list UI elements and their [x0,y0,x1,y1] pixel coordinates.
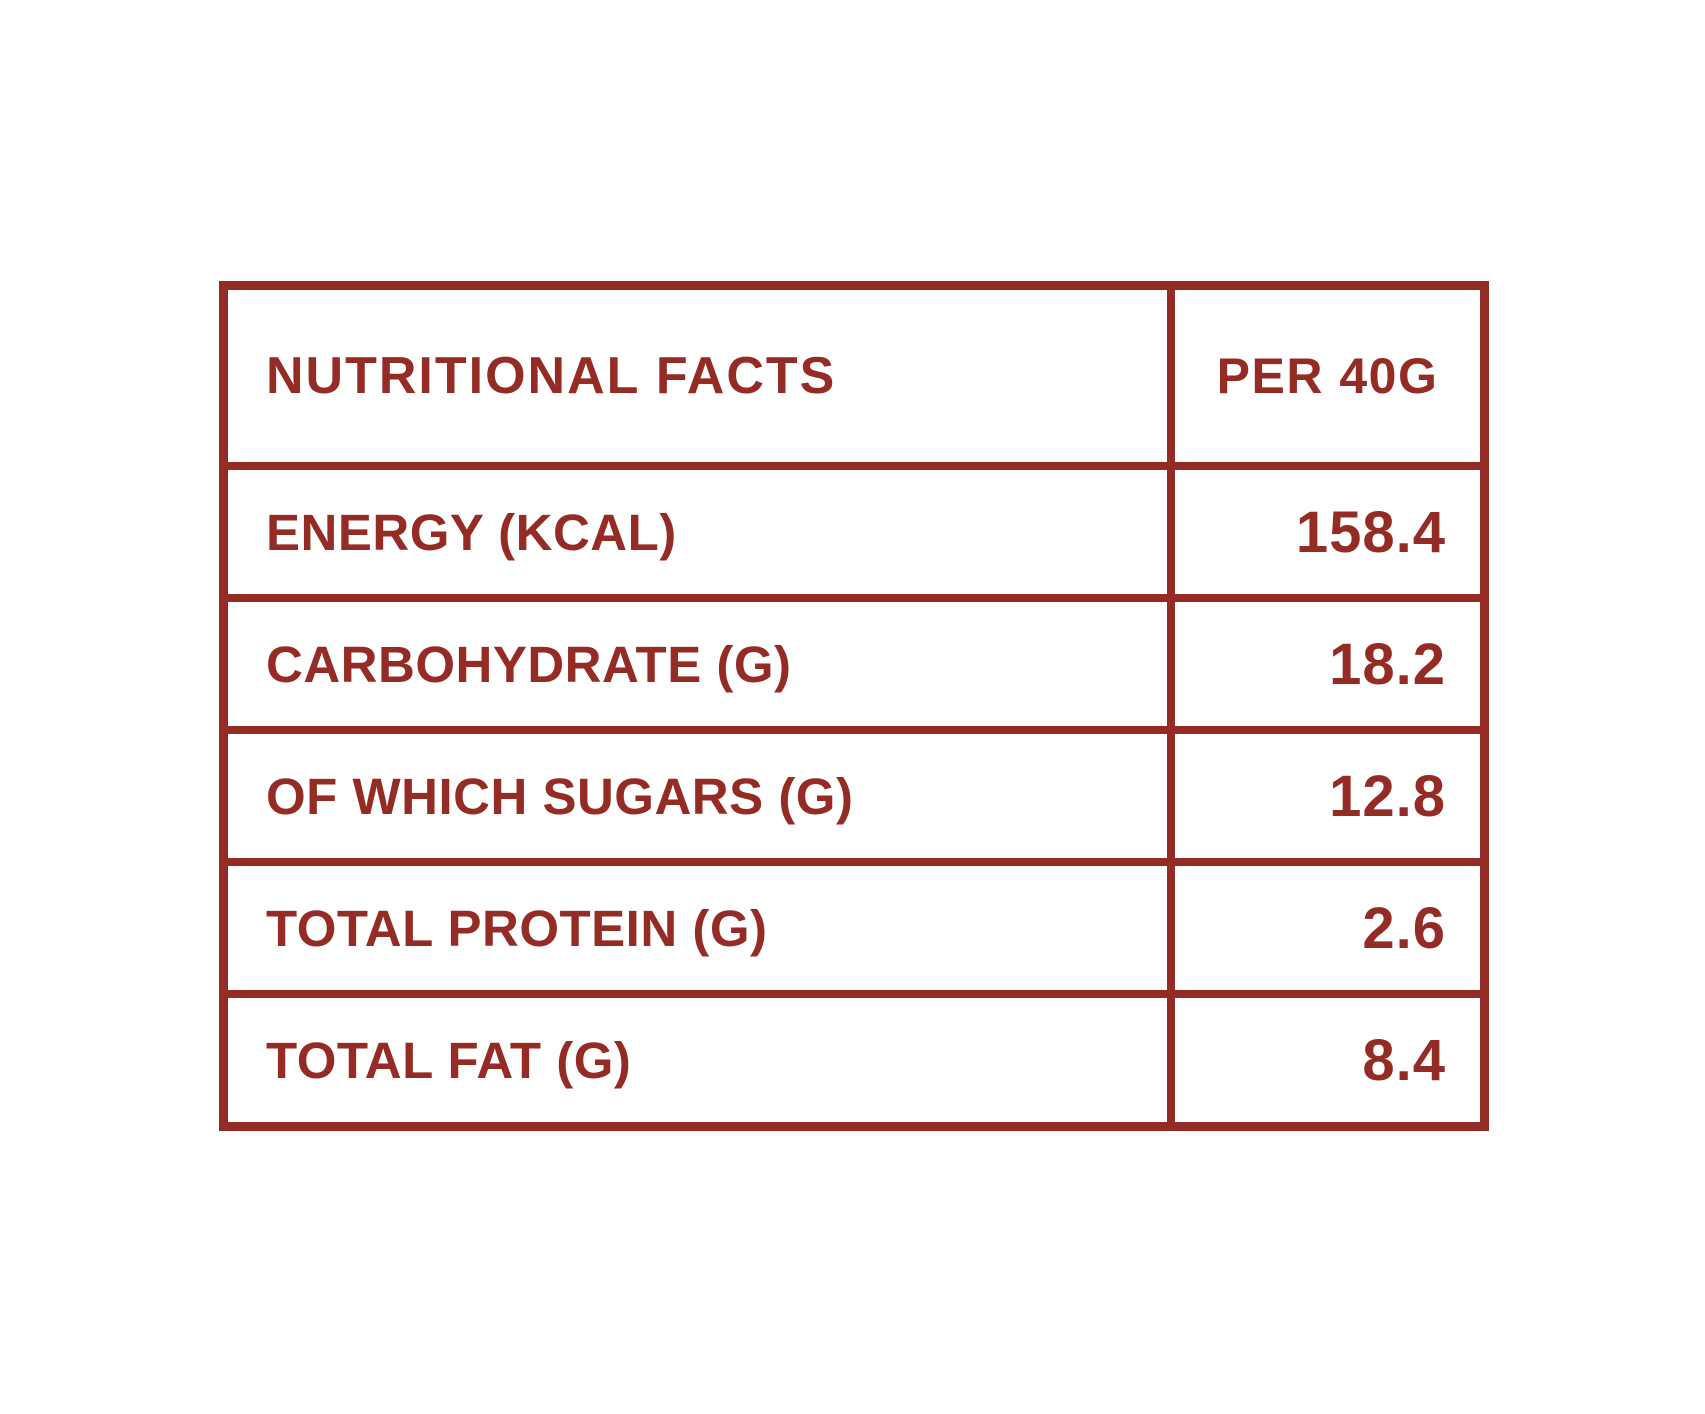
row-label-energy: ENERGY (KCAL) [228,462,1167,594]
row-value-energy: 158.4 [1167,462,1480,594]
table-header-serving-size: PER 40G [1167,290,1480,462]
row-value-carbohydrate: 18.2 [1167,594,1480,726]
nutrition-facts-table: NUTRITIONAL FACTS PER 40G ENERGY (KCAL) … [219,281,1489,1131]
row-label-sugars: OF WHICH SUGARS (G) [228,726,1167,858]
row-value-protein: 2.6 [1167,858,1480,990]
row-value-fat: 8.4 [1167,990,1480,1122]
row-label-fat: TOTAL FAT (G) [228,990,1167,1122]
row-label-protein: TOTAL PROTEIN (G) [228,858,1167,990]
table-header-title: NUTRITIONAL FACTS [266,347,837,405]
row-label-carbohydrate: CARBOHYDRATE (G) [228,594,1167,726]
row-value-sugars: 12.8 [1167,726,1480,858]
